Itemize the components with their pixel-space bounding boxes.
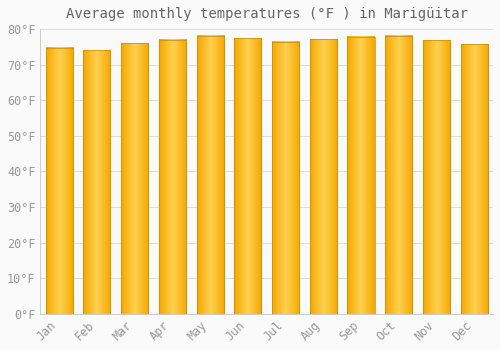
- Bar: [423, 41, 450, 314]
- Title: Average monthly temperatures (°F ) in Marigüitar: Average monthly temperatures (°F ) in Ma…: [66, 7, 468, 21]
- Bar: [196, 36, 224, 314]
- Bar: [385, 36, 412, 314]
- Bar: [234, 38, 262, 314]
- Bar: [159, 40, 186, 314]
- Bar: [310, 39, 337, 314]
- Bar: [46, 48, 73, 314]
- Bar: [460, 44, 488, 314]
- Bar: [348, 36, 374, 314]
- Bar: [272, 42, 299, 314]
- Bar: [84, 50, 110, 314]
- Bar: [121, 43, 148, 314]
